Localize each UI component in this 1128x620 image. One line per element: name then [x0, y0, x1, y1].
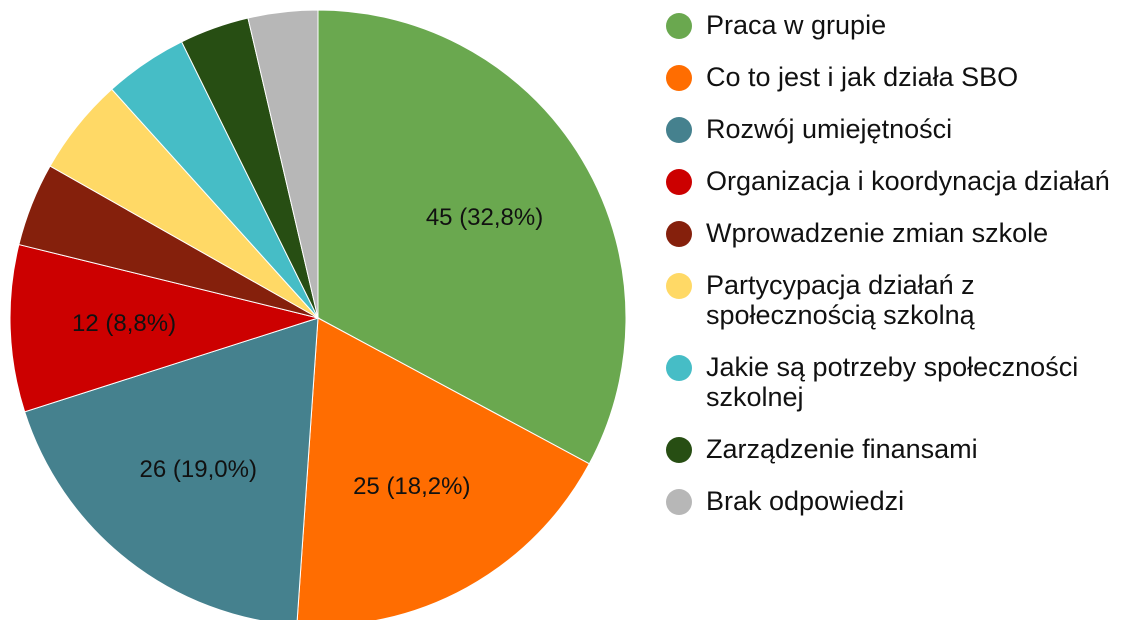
legend-item: Wprowadzenie zmian szkole — [666, 218, 1126, 248]
data-label: 45 (32,8%) — [426, 204, 543, 231]
legend-swatch — [666, 65, 692, 91]
legend-item: Zarządzenie finansami — [666, 434, 1126, 464]
legend-label: Jakie są potrzeby społeczności szkolnej — [706, 352, 1079, 412]
pie-slice — [247, 9, 319, 319]
legend-item: Organizacja i koordynacja działań — [666, 166, 1126, 196]
pie-slice — [317, 9, 627, 465]
data-label: 26 (19,0%) — [140, 456, 257, 483]
legend-swatch — [666, 355, 692, 381]
legend-swatch — [666, 13, 692, 39]
legend-swatch — [666, 489, 692, 515]
pie-slice — [9, 243, 320, 413]
legend: Praca w grupie Co to jest i jak działa SB… — [666, 10, 1126, 538]
pie-slice — [296, 317, 590, 620]
legend-item: Jakie są potrzeby społeczności szkolnej — [666, 352, 1126, 412]
legend-label: Partycypacja działań z społecznością szk… — [706, 270, 975, 330]
legend-label: Praca w grupie — [706, 10, 887, 40]
legend-item: Partycypacja działań z społecznością szk… — [666, 270, 1126, 330]
pie-slice — [24, 317, 319, 620]
legend-item: Rozwój umiejętności — [666, 114, 1126, 144]
legend-swatch — [666, 221, 692, 247]
chart: 45 (32,8%) 25 (18,2%) 26 (19,0%) 12 (8,8%) — [9, 9, 627, 620]
data-label: 12 (8,8%) — [72, 310, 176, 337]
legend-swatch — [666, 437, 692, 463]
legend-swatch — [666, 117, 692, 143]
legend-swatch — [666, 273, 692, 299]
legend-label: Organizacja i koordynacja działań — [706, 166, 1110, 196]
legend-label: Brak odpowiedzi — [706, 486, 905, 516]
legend-label: Rozwój umiejętności — [706, 114, 953, 144]
legend-item: Praca w grupie — [666, 10, 1126, 40]
legend-label: Zarządzenie finansami — [706, 434, 978, 464]
legend-item: Co to jest i jak działa SBO — [666, 62, 1126, 92]
legend-label: Wprowadzenie zmian szkole — [706, 218, 1049, 248]
legend-item: Brak odpowiedzi — [666, 486, 1126, 516]
legend-label: Co to jest i jak działa SBO — [706, 62, 1019, 92]
data-label: 25 (18,2%) — [353, 473, 470, 500]
legend-swatch — [666, 169, 692, 195]
